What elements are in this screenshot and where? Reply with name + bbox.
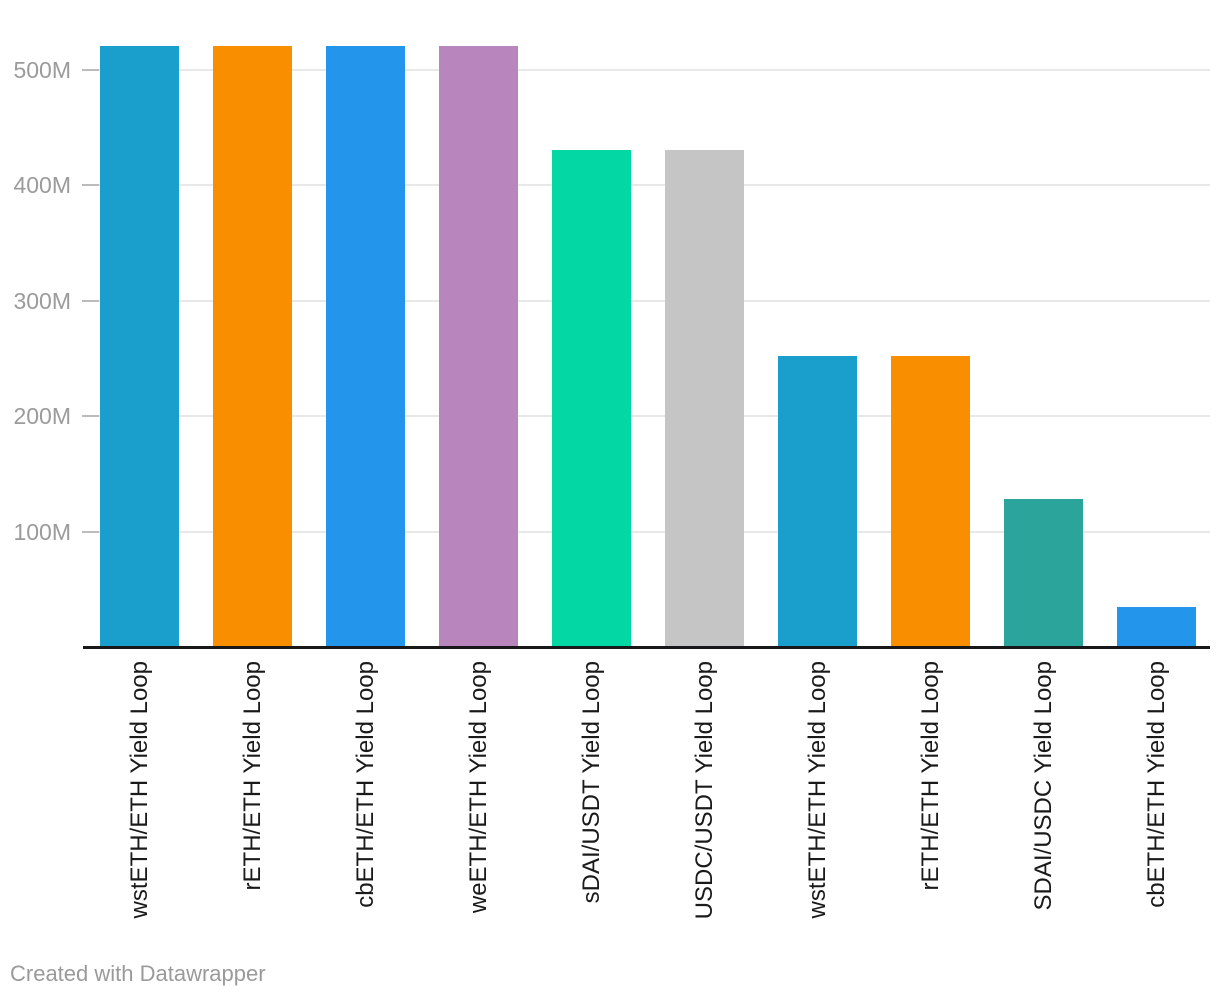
bar [552,150,631,647]
x-axis-category-label: cbETH/ETH Yield Loop [1142,661,1170,908]
y-axis-tick [82,184,99,186]
bar [213,46,292,647]
y-axis-label: 400M [13,172,71,198]
bar [326,46,405,647]
x-axis-category-label: rETH/ETH Yield Loop [238,661,266,891]
bar [1117,607,1196,647]
x-axis-line [83,646,1210,649]
x-axis-category-label: sDAI/USDT Yield Loop [577,661,605,904]
bar [1004,499,1083,647]
bar [665,150,744,647]
bar [778,356,857,647]
x-axis-category-label: wstETH/ETH Yield Loop [803,661,831,919]
attribution-text: Created with Datawrapper [10,961,266,986]
y-axis-tick [82,69,99,71]
bar [439,46,518,647]
x-axis-category-label: weETH/ETH Yield Loop [464,661,492,914]
x-axis-category-label: wstETH/ETH Yield Loop [125,661,153,919]
bar [891,356,970,647]
gridline [83,415,1210,417]
x-axis-category-label: rETH/ETH Yield Loop [916,661,944,891]
y-axis-tick [82,531,99,533]
y-axis-tick [82,415,99,417]
y-axis-tick [82,300,99,302]
gridline [83,531,1210,533]
y-axis-label: 500M [13,57,71,83]
y-axis-label: 200M [13,403,71,429]
y-axis-label: 300M [13,288,71,314]
gridline [83,300,1210,302]
x-axis-category-label: cbETH/ETH Yield Loop [351,661,379,908]
y-axis-label: 100M [13,519,71,545]
x-axis-category-label: SDAI/USDC Yield Loop [1029,661,1057,911]
x-axis-category-label: USDC/USDT Yield Loop [690,661,718,920]
gridline [83,184,1210,186]
bar [100,46,179,647]
gridline [83,69,1210,71]
